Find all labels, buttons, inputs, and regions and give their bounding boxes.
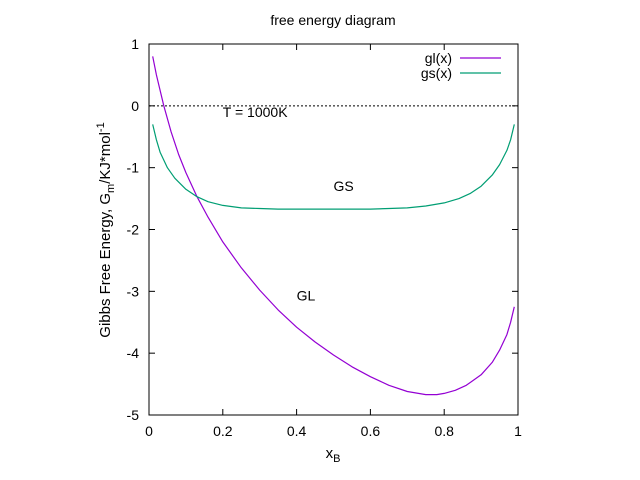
y-tick-label: -4 xyxy=(127,345,140,361)
annotation-t-1000k: T = 1000K xyxy=(223,104,288,120)
series-line-gs xyxy=(152,124,515,210)
y-tick-label: -2 xyxy=(127,222,140,238)
x-tick-label: 0.2 xyxy=(213,423,233,439)
y-tick-label: -3 xyxy=(127,283,140,299)
y-tick-label: -5 xyxy=(127,407,140,423)
y-tick-label: -1 xyxy=(127,160,140,176)
x-tick-label: 0 xyxy=(145,423,153,439)
x-tick-label: 0.6 xyxy=(361,423,381,439)
plot-border xyxy=(148,43,519,416)
annotation-gs: GS xyxy=(334,178,354,194)
y-tick-label: 1 xyxy=(131,36,139,52)
x-axis-label-sub: B xyxy=(333,453,340,465)
x-tick-label: 0.4 xyxy=(287,423,307,439)
x-tick-label: 0.8 xyxy=(434,423,454,439)
annotation-gl: GL xyxy=(297,288,316,304)
y-axis-label-sup: -1 xyxy=(95,122,107,132)
y-axis-label-sub: m xyxy=(105,184,117,193)
x-axis-label-main: x xyxy=(326,445,334,462)
x-axis-label: xB xyxy=(326,445,341,465)
y-tick-label: 0 xyxy=(131,98,139,114)
chart-title: free energy diagram xyxy=(270,12,395,28)
legend-label-gs: gs(x) xyxy=(421,65,452,81)
series-line-gl xyxy=(152,56,515,396)
x-tick-label: 1 xyxy=(514,423,522,439)
y-axis-label-pre: Gibbs Free Energy, G xyxy=(97,193,114,338)
plot-area: 0 0.2 0.4 0.6 0.8 1 -5 -4 -3 -2 -1 0 1 T = 1000K GS GL g… xyxy=(127,36,523,439)
legend-label-gl: gl(x) xyxy=(425,50,452,66)
y-axis-label-mid: /KJ*mol xyxy=(97,132,114,184)
y-axis-label: Gibbs Free Energy, Gm/KJ*mol-1 xyxy=(95,122,117,337)
